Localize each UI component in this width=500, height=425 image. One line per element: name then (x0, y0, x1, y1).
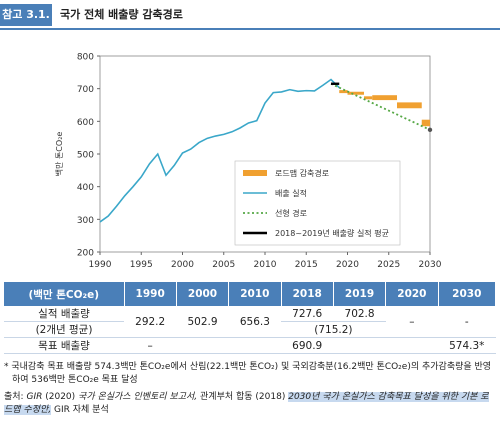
row-label: 목표 배출량 (4, 337, 124, 354)
table-row: (2개년 평균) (715.2) (4, 321, 496, 338)
footnote: * 국내감축 목표 배출량 574.3백만 톤CO₂e에서 산림(22.1백만 … (4, 362, 492, 385)
emission-table: (백만 톤CO₂e) 1990 2000 2010 2018 2019 2020… (4, 282, 497, 354)
table-cell: 702.8 (333, 306, 386, 322)
target-marker (427, 127, 433, 133)
figure-tag: 참고 3.1. (0, 4, 52, 26)
roadmap-bar (347, 91, 364, 95)
legend-label: 로드맵 감축경로 (275, 168, 329, 178)
table-cell: – (124, 337, 177, 354)
y-tick-label: 400 (77, 183, 94, 193)
series-linear-path (330, 82, 431, 131)
table-cell: 574.3* (438, 337, 496, 354)
source-org: GIR (26, 392, 43, 402)
source-year: (2020) (45, 392, 76, 402)
y-axis-label: 백만 톤CO₂e (54, 132, 64, 177)
table-header-cell: 2000 (176, 282, 230, 306)
roadmap-bar (397, 102, 422, 109)
table-cell: 727.6 (281, 306, 334, 322)
x-tick-label: 2030 (419, 260, 442, 270)
table-header-cell: 2030 (438, 282, 497, 306)
source-ministry: 관계부처 합동 (2018) (200, 392, 286, 402)
y-tick-label: 700 (77, 85, 94, 95)
table-cell-target: 690.9 (176, 337, 439, 354)
y-tick-label: 600 (77, 118, 94, 128)
legend-label: 2018~2019년 배출량 실적 평균 (275, 228, 389, 238)
x-tick-label: 2000 (171, 260, 194, 270)
table-cell: 656.3 (228, 306, 282, 338)
table-cell: – (385, 306, 439, 338)
source-label: 출처: (4, 392, 24, 402)
notes: * 국내감축 목표 배출량 574.3백만 톤CO₂e에서 산림(22.1백만 … (4, 361, 496, 417)
row-label: 실적 배출량 (4, 306, 124, 322)
table-cell: 502.9 (176, 306, 229, 338)
x-tick-label: 1990 (89, 260, 112, 270)
table-header-cell: 2020 (385, 282, 439, 306)
roadmap-bar (364, 96, 373, 100)
table-header-cell: 2010 (228, 282, 282, 306)
x-tick-label: 2005 (212, 260, 235, 270)
x-tick-label: 2025 (377, 260, 400, 270)
legend-label: 배출 실적 (275, 188, 307, 198)
legend-label: 선형 경로 (275, 208, 307, 218)
x-tick-label: 2020 (336, 260, 359, 270)
table-header-cell: (백만 톤CO₂e) (4, 282, 125, 306)
x-tick-label: 2015 (295, 260, 318, 270)
table-cell-average: (715.2) (281, 321, 386, 338)
y-tick-label: 300 (77, 216, 94, 226)
table-header-cell: 1990 (124, 282, 177, 306)
roadmap-bar (339, 90, 348, 94)
row-sublabel: (2개년 평균) (4, 321, 124, 338)
header-divider (0, 28, 500, 30)
table-header-cell: 2018 (281, 282, 334, 306)
y-tick-label: 200 (77, 249, 94, 259)
source-line: 출처: GIR (2020) 국가 온실가스 인벤토리 보고서, 관계부처 합동… (4, 391, 496, 417)
table-row: 목표 배출량 – 690.9 574.3* (4, 337, 496, 354)
table-cell: 292.2 (124, 306, 177, 338)
x-tick-label: 2010 (254, 260, 277, 270)
series-actual-line (99, 78, 340, 223)
figure-header: 참고 3.1. 국가 전체 배출량 감축경로 (0, 0, 500, 30)
roadmap-bar (421, 119, 430, 127)
table-row: 실적 배출량 292.2 502.9 656.3 727.6 702.8 – - (4, 306, 496, 338)
y-tick-label: 800 (77, 53, 94, 63)
x-tick-label: 1995 (130, 260, 153, 270)
y-tick-label: 500 (77, 151, 94, 161)
table-header-cell: 2019 (333, 282, 387, 306)
table-cell: - (438, 306, 496, 338)
figure-title: 국가 전체 배출량 감축경로 (60, 8, 183, 21)
emission-chart: 200 300 400 500 600 700 800 1990 1995 2000 2005 201… (54, 53, 442, 271)
source-report: 국가 온실가스 인벤토리 보고서, (78, 392, 198, 402)
source-analysis: GIR 자체 분석 (54, 405, 109, 415)
table-header-row: (백만 톤CO₂e) 1990 2000 2010 2018 2019 2020… (4, 282, 497, 306)
roadmap-bar (372, 95, 397, 101)
